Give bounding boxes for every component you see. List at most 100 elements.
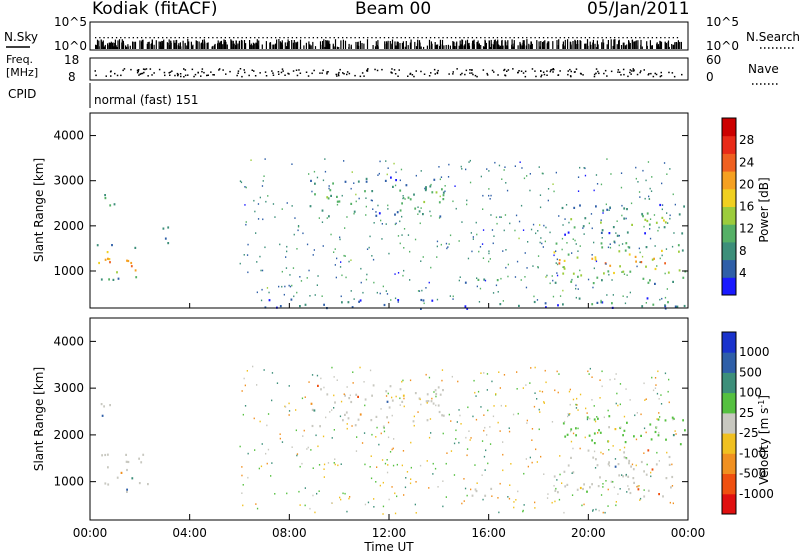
power-cell	[498, 164, 501, 167]
nsearch-point	[141, 37, 143, 39]
freq-point	[550, 69, 552, 71]
velocity-cell	[323, 476, 325, 478]
velocity-cell	[614, 378, 616, 380]
power-cell	[415, 174, 417, 177]
power-cell	[250, 159, 252, 161]
velocity-cell	[654, 430, 657, 434]
velocity-cell	[484, 494, 486, 497]
velocity-cell	[576, 397, 578, 400]
nsky-bar	[452, 41, 454, 49]
freq-point	[627, 75, 629, 78]
power-cell	[344, 180, 347, 183]
nsky-bar	[596, 47, 598, 49]
power-cell	[423, 302, 425, 305]
nsearch-point	[379, 37, 381, 39]
power-cell	[556, 274, 559, 277]
nsky-bar	[405, 41, 407, 49]
power-cell	[442, 191, 445, 194]
nsky-bar	[288, 41, 290, 49]
velocity-cell	[670, 486, 672, 489]
nsky-bar	[570, 43, 572, 49]
nsky-bar	[168, 43, 170, 49]
velocity-cell	[458, 441, 460, 444]
nsky-bar	[543, 46, 545, 49]
nsky-bar	[325, 40, 327, 49]
nsky-bar	[324, 46, 326, 49]
nsky-bar	[584, 43, 586, 49]
freq-point	[271, 70, 273, 72]
velocity-cell	[425, 400, 428, 403]
velocity-cell	[104, 482, 107, 485]
nsearch-point	[614, 37, 616, 39]
power-cell	[572, 272, 575, 275]
velocity-cell	[386, 416, 388, 419]
power-cell	[350, 259, 352, 261]
velocity-cell	[101, 454, 103, 457]
freq-point	[346, 71, 349, 73]
velocity-cell	[577, 409, 579, 411]
velocity-cell	[369, 369, 372, 372]
power-colorbar-swatch	[722, 188, 736, 207]
nsky-tick-bottom: 10^0	[54, 39, 87, 53]
velocity-cell	[647, 449, 650, 452]
nsearch-point	[266, 37, 268, 39]
freq-point	[535, 75, 537, 78]
power-cell	[638, 247, 640, 250]
velocity-cell	[430, 400, 433, 403]
power-cell	[330, 194, 332, 197]
velocity-cell	[470, 437, 472, 439]
nsky-bar	[441, 39, 444, 49]
freq-point	[433, 68, 436, 71]
nsky-bar	[646, 41, 648, 49]
power-cell	[612, 294, 614, 296]
power-cell	[601, 229, 604, 232]
freq-point	[319, 72, 321, 74]
velocity-cell	[387, 392, 389, 395]
nsky-bar	[192, 44, 194, 49]
velocity-cell	[419, 398, 421, 401]
velocity-colorbar-frame	[721, 331, 737, 515]
freq-point	[177, 74, 179, 77]
freq-point	[201, 68, 204, 70]
power-cell	[340, 295, 342, 298]
power-cell	[674, 305, 677, 308]
power-cell	[626, 274, 628, 276]
power-cell	[371, 255, 373, 257]
velocity-colorbar-tick: 25	[739, 406, 754, 420]
power-cell	[663, 219, 665, 222]
velocity-cell	[655, 384, 657, 386]
freq-point	[570, 75, 572, 78]
nsky-bar	[680, 41, 682, 49]
velocity-cell	[533, 405, 536, 408]
nsky-bar	[272, 44, 274, 49]
velocity-cell	[607, 409, 609, 412]
nsky-bar	[676, 42, 678, 49]
freq-point	[143, 71, 145, 74]
power-cell	[532, 223, 535, 226]
power-cell	[417, 206, 419, 208]
power-cell	[538, 166, 540, 168]
velocity-cell	[607, 488, 609, 491]
velocity-cell	[502, 469, 504, 472]
power-cell	[392, 185, 394, 188]
power-cell	[549, 282, 551, 285]
power-cell	[672, 193, 674, 196]
velocity-cell	[539, 390, 541, 392]
freq-point	[187, 74, 189, 76]
velocity-cell	[600, 451, 602, 454]
power-cell	[395, 222, 397, 225]
velocity-cell	[538, 408, 540, 411]
velocity-cell	[483, 414, 485, 416]
velocity-cell	[612, 481, 614, 483]
freq-point	[436, 71, 439, 74]
power-cell	[661, 249, 663, 252]
power-cell	[281, 270, 283, 273]
power-cell	[360, 281, 362, 284]
velocity-cell	[343, 393, 345, 395]
freq-point	[671, 72, 674, 74]
velocity-cell	[534, 501, 536, 504]
power-cell	[609, 246, 612, 249]
power-cell	[503, 169, 505, 171]
nsearch-point	[530, 37, 532, 39]
nsky-bar	[224, 40, 226, 49]
